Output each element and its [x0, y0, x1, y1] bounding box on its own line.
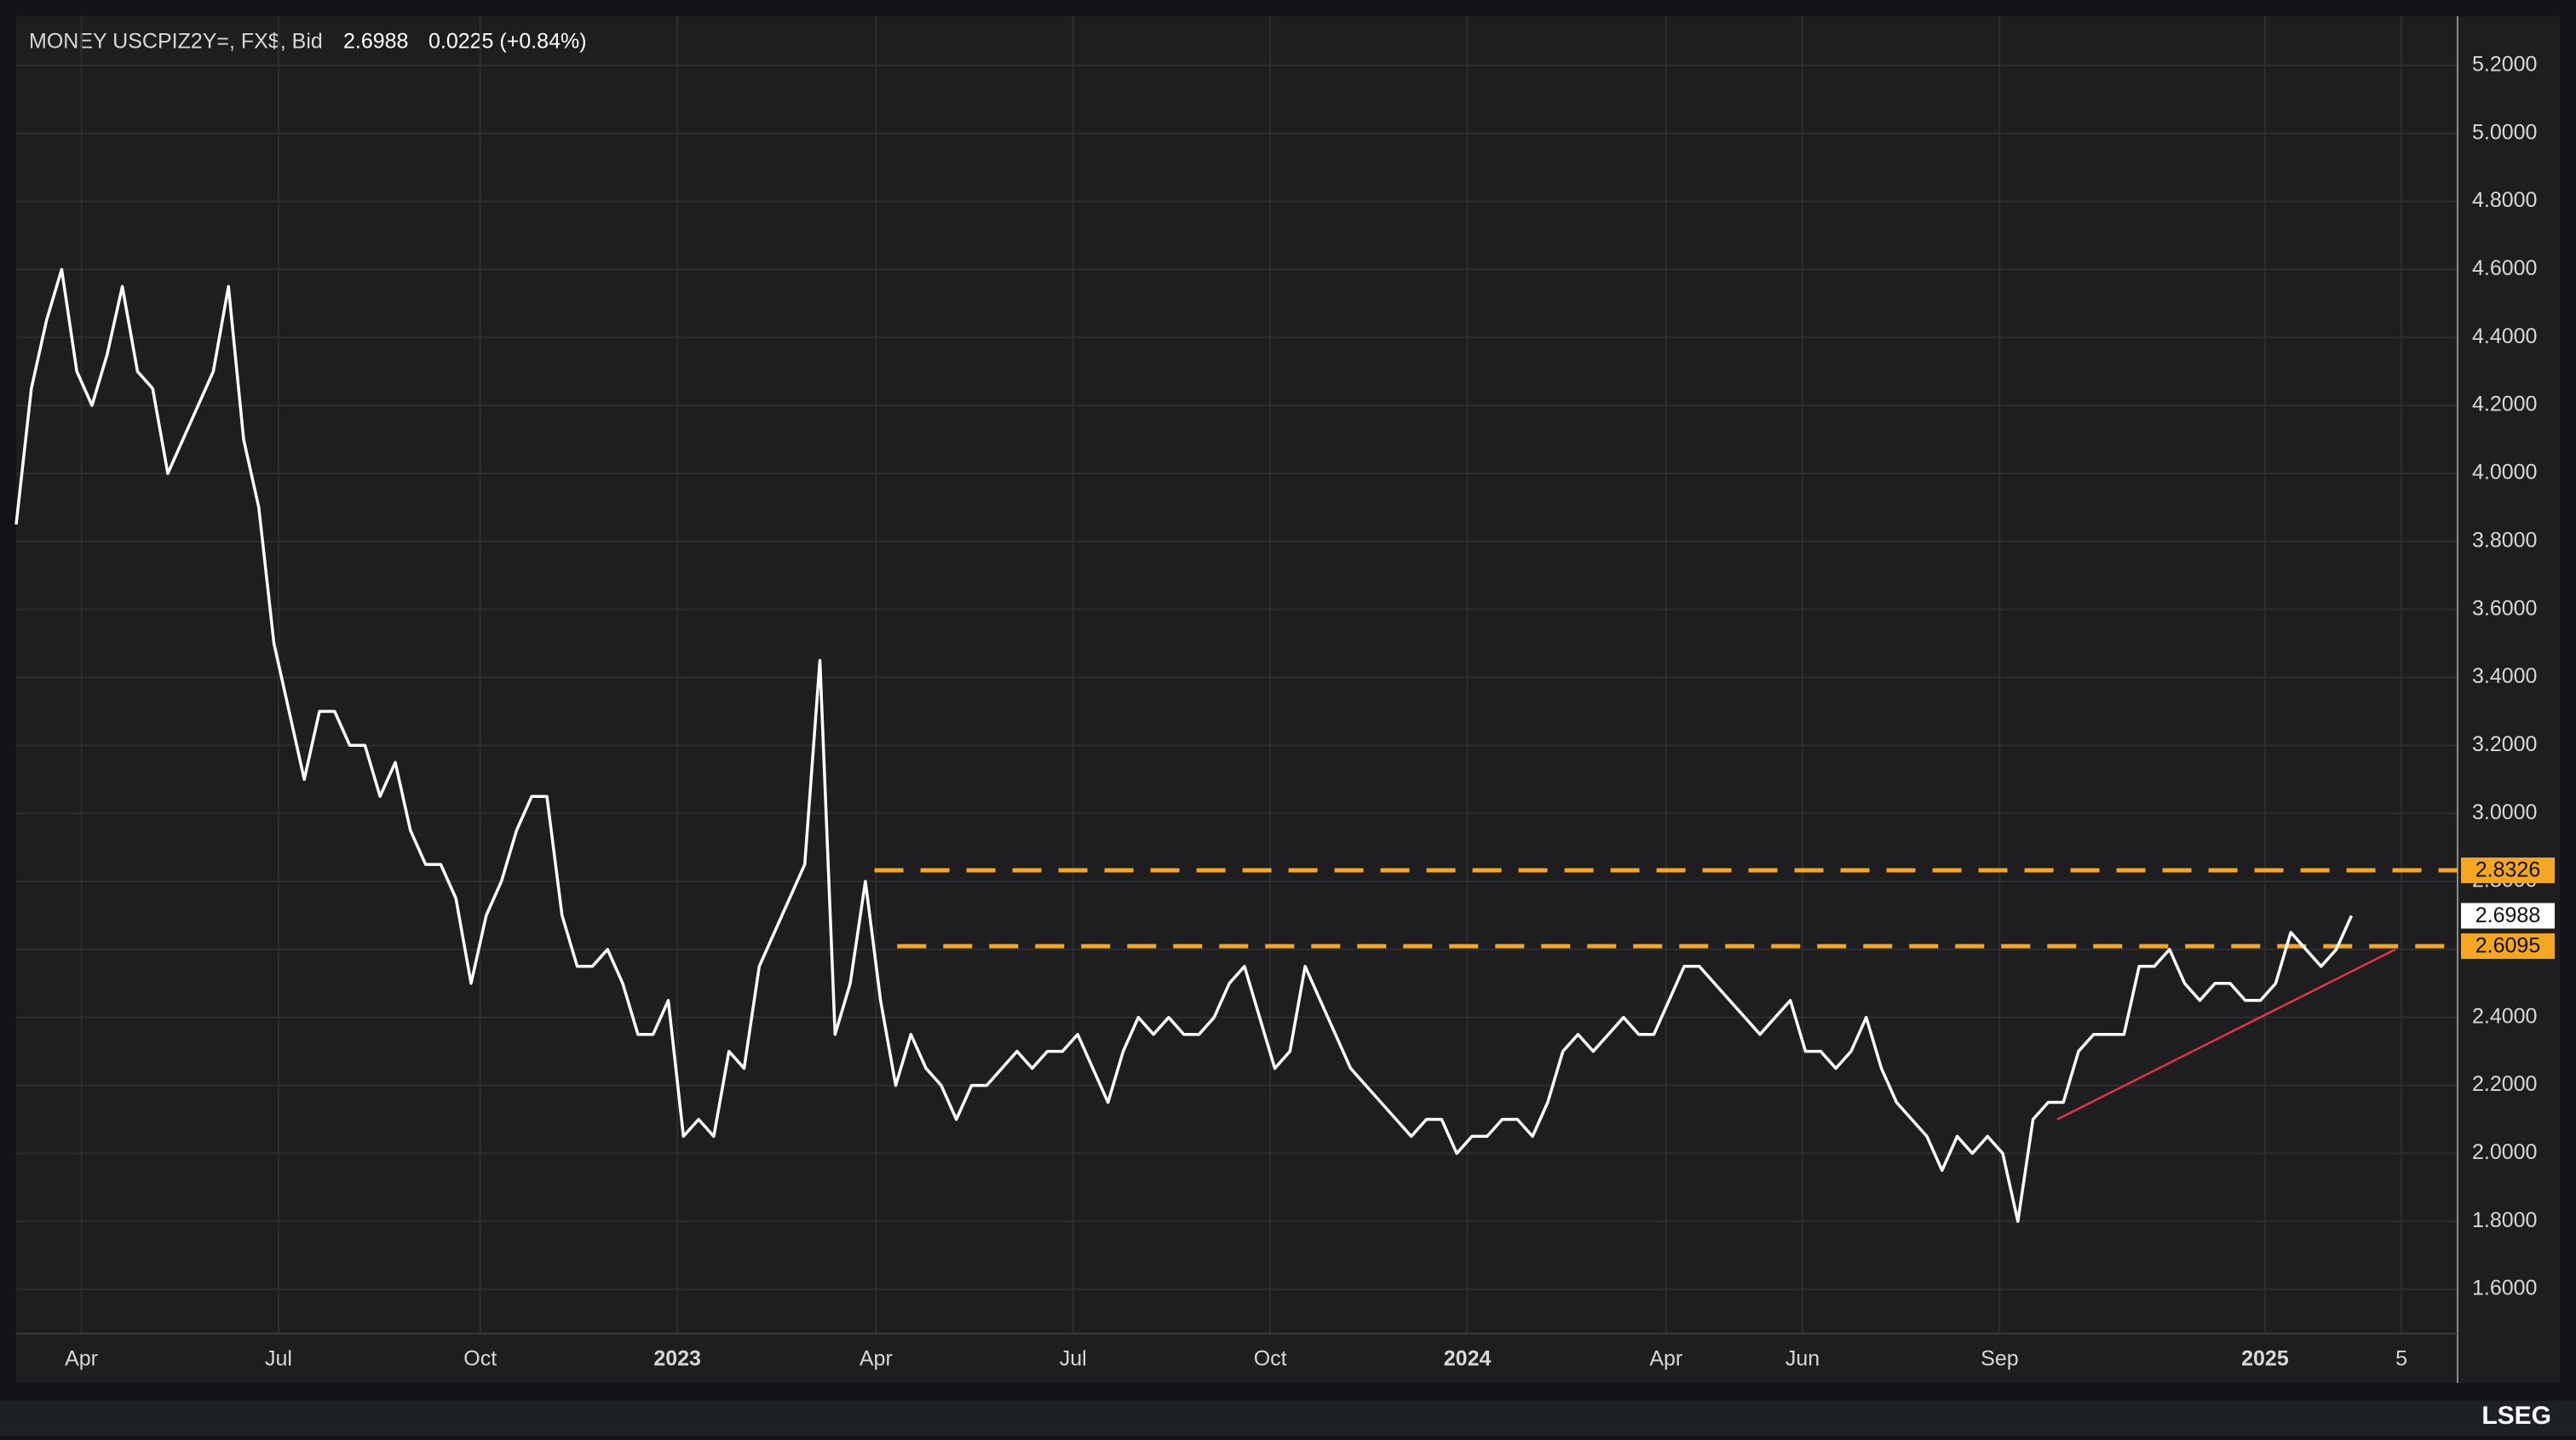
x-tick-label: Apr	[1649, 1347, 1682, 1371]
price-change: 0.0225 (+0.84%)	[428, 30, 587, 54]
level-badge	[2461, 858, 2555, 884]
y-tick-label: 3.6000	[2472, 596, 2537, 620]
x-tick-label: 5	[2395, 1347, 2407, 1371]
y-tick-label: 2.2000	[2472, 1072, 2537, 1096]
logo: LSEG	[2481, 1402, 2551, 1430]
y-tick-label: 3.4000	[2472, 664, 2537, 688]
level-badge	[2461, 933, 2555, 960]
y-tick-label: 5.0000	[2472, 120, 2537, 144]
y-tick-label: 2.4000	[2472, 1004, 2537, 1028]
x-tick-label: Jun	[1785, 1347, 1820, 1371]
level-label: 2.8326	[2475, 858, 2540, 882]
footer	[0, 1401, 2576, 1436]
y-tick-label: 4.0000	[2472, 461, 2537, 485]
y-tick-label: 4.2000	[2472, 393, 2537, 416]
chart-title: MONEY USCPIZ2Y=, FX$, Bid	[29, 30, 323, 54]
x-tick-label: 2023	[653, 1347, 701, 1371]
y-tick-label: 1.6000	[2472, 1276, 2537, 1300]
y-tick-label: 2.0000	[2472, 1140, 2537, 1164]
y-tick-label: 5.2000	[2472, 52, 2537, 76]
last-label: 2.6988	[2475, 904, 2540, 927]
y-tick-label: 3.8000	[2472, 528, 2537, 552]
y-tick-label: 4.4000	[2472, 324, 2537, 348]
x-tick-label: Apr	[65, 1347, 98, 1371]
last-price: 2.6988	[343, 30, 408, 54]
y-tick-label: 3.0000	[2472, 800, 2537, 824]
y-tick-label: 1.8000	[2472, 1208, 2537, 1232]
last-badge	[2461, 903, 2555, 929]
x-tick-label: Oct	[1254, 1347, 1287, 1371]
y-tick-label: 3.2000	[2472, 732, 2537, 756]
x-tick-label: 2025	[2241, 1347, 2289, 1371]
plot-background	[16, 16, 2560, 1383]
x-tick-label: Apr	[860, 1347, 893, 1371]
y-tick-label: 4.6000	[2472, 256, 2537, 280]
x-tick-label: Jul	[265, 1347, 292, 1371]
x-tick-label: 2024	[1444, 1347, 1492, 1371]
level-label: 2.6095	[2475, 934, 2540, 958]
price-line	[14, 267, 2353, 1224]
x-tick-label: Jul	[1060, 1347, 1087, 1371]
y-tick-label: 4.8000	[2472, 188, 2537, 212]
x-tick-label: Oct	[463, 1347, 497, 1371]
trend-line	[2056, 948, 2396, 1121]
x-tick-label: Sep	[1981, 1347, 2018, 1371]
